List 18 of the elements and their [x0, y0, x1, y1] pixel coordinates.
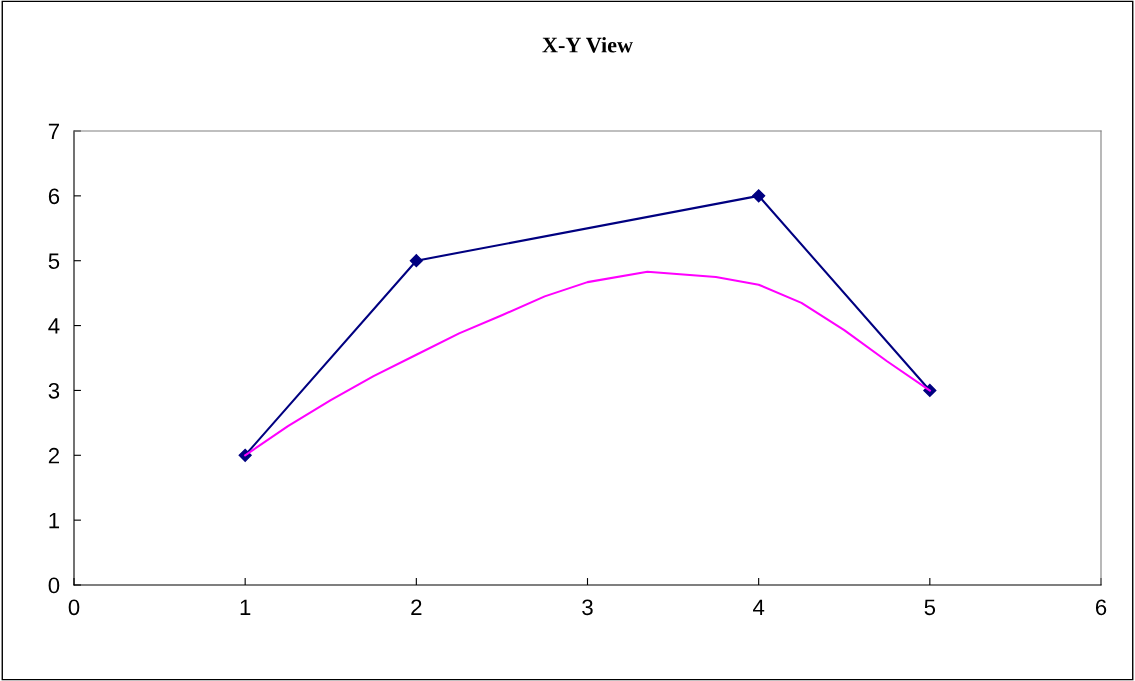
- y-tick-label: 0: [48, 577, 60, 594]
- y-tick-label: 3: [48, 382, 60, 399]
- x-tick-label: 2: [411, 599, 422, 615]
- x-tick-label: 5: [924, 599, 936, 616]
- y-tick-label: 7: [48, 123, 59, 140]
- x-tick-label: 0: [68, 599, 80, 616]
- chart-title: X-Y View: [542, 36, 633, 53]
- point: [409, 254, 423, 268]
- y-tick-label: 1: [49, 512, 60, 529]
- x-tick-label: 4: [753, 599, 765, 615]
- x-tick-label: 6: [1095, 599, 1107, 616]
- point: [752, 189, 766, 203]
- x-tick-label: 1: [240, 599, 251, 615]
- x-tick-label: 3: [582, 599, 593, 616]
- y-tick-label: 5: [48, 253, 60, 269]
- y-tick-label: 2: [48, 447, 59, 464]
- y-tick-label: 4: [48, 318, 60, 334]
- y-tick-label: 6: [48, 188, 60, 205]
